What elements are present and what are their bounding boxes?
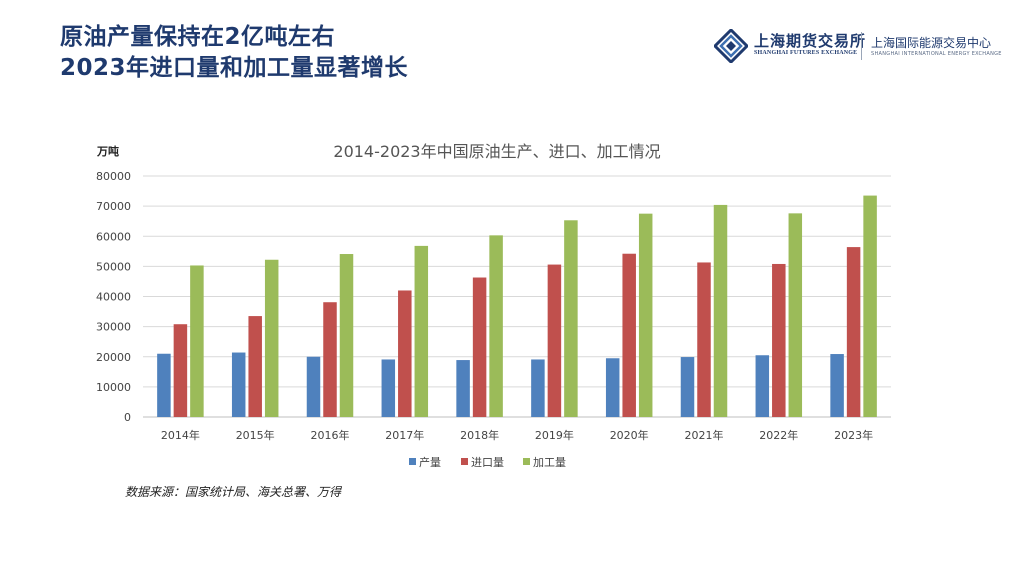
ine-name-cn: 上海国际能源交易中心: [871, 36, 992, 50]
y-tick-label: 80000: [96, 170, 131, 183]
x-tick-label: 2019年: [535, 428, 574, 442]
y-tick-label: 60000: [96, 230, 131, 243]
slide-title-line1: 原油产量保持在2亿吨左右: [60, 24, 336, 50]
bar-产量-2019年: [531, 359, 545, 417]
legend-label-加工量: 加工量: [533, 456, 566, 469]
shfe-name-en: SHANGHAI FUTURES EXCHANGE: [754, 50, 858, 56]
bar-加工量-2019年: [564, 220, 578, 417]
y-tick-label: 10000: [96, 381, 131, 394]
bar-加工量-2016年: [339, 254, 354, 417]
shfe-emblem-icon: [714, 29, 748, 63]
bar-进口量-2021年: [697, 262, 711, 417]
bar-进口量-2016年: [323, 302, 337, 417]
x-tick-label: 2022年: [759, 428, 798, 442]
x-tick-label: 2021年: [685, 428, 724, 442]
x-tick-labels: 2014年 2015年 2016年 2017年 2018年 2019年 2020年 2021年…: [161, 428, 873, 442]
bar-加工量-2017年: [414, 245, 429, 417]
slide-title-line2: 2023年进口量和加工量显著增长: [60, 55, 409, 81]
bar-加工量-2020年: [638, 213, 653, 417]
x-tick-label: 2020年: [610, 428, 649, 442]
legend: 产量 进口量 加工量: [409, 455, 566, 469]
bar-产量-2021年: [680, 357, 695, 417]
bar-产量-2022年: [755, 355, 770, 417]
bar-进口量-2022年: [772, 263, 786, 417]
bar-进口量-2015年: [248, 316, 262, 417]
bar-产量-2018年: [456, 360, 470, 417]
ine-name-en: SHANGHAI INTERNATIONAL ENERGY EXCHANGE: [871, 51, 1002, 57]
bar-产量-2014年: [157, 353, 171, 417]
legend-swatch-进口量: [461, 458, 468, 465]
bar-产量-2020年: [605, 358, 620, 417]
slide-title: 原油产量保持在2亿吨左右 2023年进口量和加工量显著增长: [60, 22, 408, 84]
y-tick-label: 40000: [96, 291, 131, 304]
x-tick-label: 2023年: [834, 428, 873, 442]
x-tick-label: 2017年: [385, 428, 424, 442]
x-tick-label: 2014年: [161, 428, 200, 442]
bar-产量-2017年: [381, 359, 396, 417]
bar-加工量-2022年: [788, 213, 803, 417]
exchange-logo: 上海期货交易所 SHANGHAI FUTURES EXCHANGE 上海国际能源…: [714, 28, 1014, 64]
bar-进口量-2020年: [622, 253, 636, 417]
bar-加工量-2018年: [489, 235, 503, 417]
x-tick-label: 2015年: [236, 428, 275, 442]
bar-产量-2016年: [306, 356, 321, 417]
logo-divider: [861, 32, 862, 60]
legend-swatch-产量: [409, 458, 416, 465]
bar-加工量-2021年: [713, 204, 728, 417]
bar-进口量-2017年: [398, 290, 412, 417]
y-tick-label: 30000: [96, 321, 131, 334]
y-tick-label: 0: [124, 411, 131, 424]
bar-进口量-2019年: [547, 264, 562, 417]
data-source-note: 数据来源：国家统计局、海关总署、万得: [125, 485, 342, 499]
y-tick-label: 20000: [96, 351, 131, 364]
legend-label-进口量: 进口量: [471, 456, 504, 469]
bar-进口量-2018年: [472, 277, 487, 417]
legend-label-产量: 产量: [419, 455, 441, 469]
y-tick-labels: 0 10000 20000 30000 40000 50000 60000 70000 8000…: [96, 170, 131, 424]
bar-加工量-2023年: [863, 195, 877, 417]
y-tick-label: 70000: [96, 200, 131, 213]
bar-产量-2023年: [830, 354, 844, 417]
bar-加工量-2014年: [190, 265, 204, 417]
y-tick-label: 50000: [96, 260, 131, 273]
bar-进口量-2023年: [846, 247, 861, 417]
bar-进口量-2014年: [173, 324, 188, 417]
y-axis-unit-label: 万吨: [96, 144, 119, 158]
bar-产量-2015年: [231, 352, 246, 417]
legend-swatch-加工量: [523, 458, 530, 465]
x-tick-label: 2018年: [460, 428, 499, 442]
shfe-name-cn: 上海期货交易所: [754, 32, 867, 50]
x-tick-label: 2016年: [311, 428, 350, 442]
chart-title: 2014-2023年中国原油生产、进口、加工情况: [333, 142, 660, 161]
bar-marks: [157, 195, 877, 417]
bar-加工量-2015年: [264, 259, 279, 417]
